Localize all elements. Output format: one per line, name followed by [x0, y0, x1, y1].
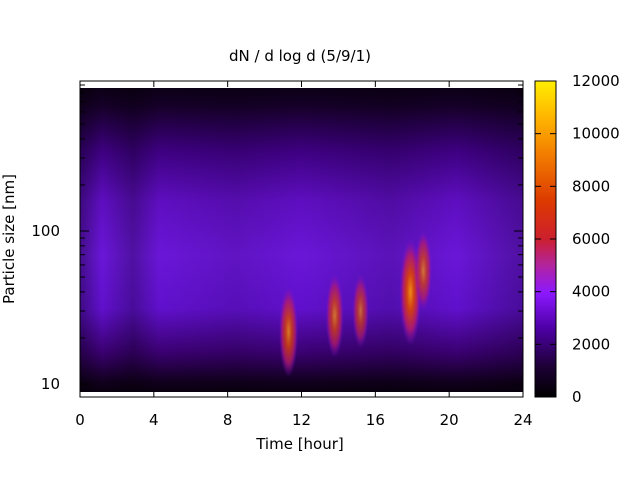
plot-area [80, 81, 523, 397]
x-tick-label: 8 [223, 411, 233, 429]
colorbar-tick-label: 6000 [572, 230, 610, 248]
hotspot [279, 286, 299, 377]
hotspot [325, 273, 344, 358]
y-axis: 10 100 [31, 84, 523, 393]
x-tick-label: 20 [440, 411, 459, 429]
colorbar-tick-label: 4000 [572, 283, 610, 301]
chart-title: dN / d log d (5/9/1) [229, 47, 371, 65]
colorbar-tick-label: 0 [572, 388, 582, 406]
hotspot [414, 230, 433, 312]
y-tick-label: 100 [31, 222, 60, 240]
colorbar-tick-label: 12000 [572, 72, 620, 90]
colorbar-tick-label: 8000 [572, 177, 610, 195]
colorbar-axis: 0 2000 4000 6000 8000 10000 12000 [535, 72, 620, 406]
x-tick-label: 0 [75, 411, 85, 429]
colorbar-tick-label: 2000 [572, 335, 610, 353]
colorbar-tick-label: 10000 [572, 125, 620, 143]
x-axis: 0 4 8 12 16 20 24 [75, 81, 533, 429]
x-axis-label: Time [hour] [255, 435, 344, 453]
x-tick-label: 16 [366, 411, 385, 429]
y-axis-label: Particle size [nm] [0, 174, 18, 304]
x-tick-label: 4 [149, 411, 159, 429]
x-tick-label: 24 [513, 411, 532, 429]
heatmap-shading [80, 81, 523, 397]
hotspots [279, 230, 433, 377]
hotspot [352, 274, 369, 349]
y-tick-label: 10 [41, 375, 60, 393]
x-tick-label: 12 [292, 411, 311, 429]
